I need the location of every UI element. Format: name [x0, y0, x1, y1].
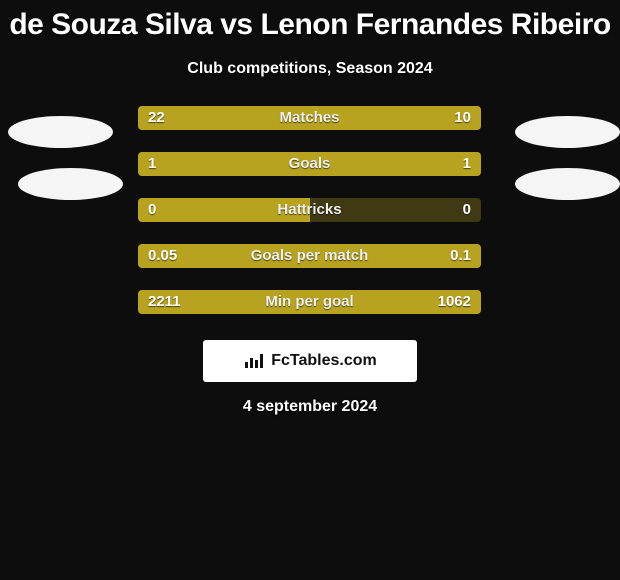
bar-chart-icon	[243, 352, 265, 370]
date-label: 4 september 2024	[0, 398, 620, 416]
stat-label: Matches	[138, 106, 481, 130]
subtitle: Club competitions, Season 2024	[0, 60, 620, 78]
stat-rows: 2210Matches 11Goals 00Hattricks 0.050.1Goal…	[138, 106, 481, 336]
stat-row: 00Hattricks	[138, 198, 481, 222]
fctables-logo[interactable]: FcTables.com	[203, 340, 417, 382]
stat-row: 0.050.1Goals per match	[138, 244, 481, 268]
player-left-team-avatar	[18, 168, 123, 200]
player-right-team-avatar	[515, 168, 620, 200]
stat-label: Goals per match	[138, 244, 481, 268]
logo-text: FcTables.com	[271, 352, 377, 370]
stat-label: Min per goal	[138, 290, 481, 314]
stat-label: Goals	[138, 152, 481, 176]
stat-row: 2210Matches	[138, 106, 481, 130]
stat-row: 11Goals	[138, 152, 481, 176]
player-left-avatar	[8, 116, 113, 148]
stat-row: 22111062Min per goal	[138, 290, 481, 314]
player-right-avatar	[515, 116, 620, 148]
page-title: de Souza Silva vs Lenon Fernandes Ribeir…	[0, 0, 620, 42]
stat-label: Hattricks	[138, 198, 481, 222]
